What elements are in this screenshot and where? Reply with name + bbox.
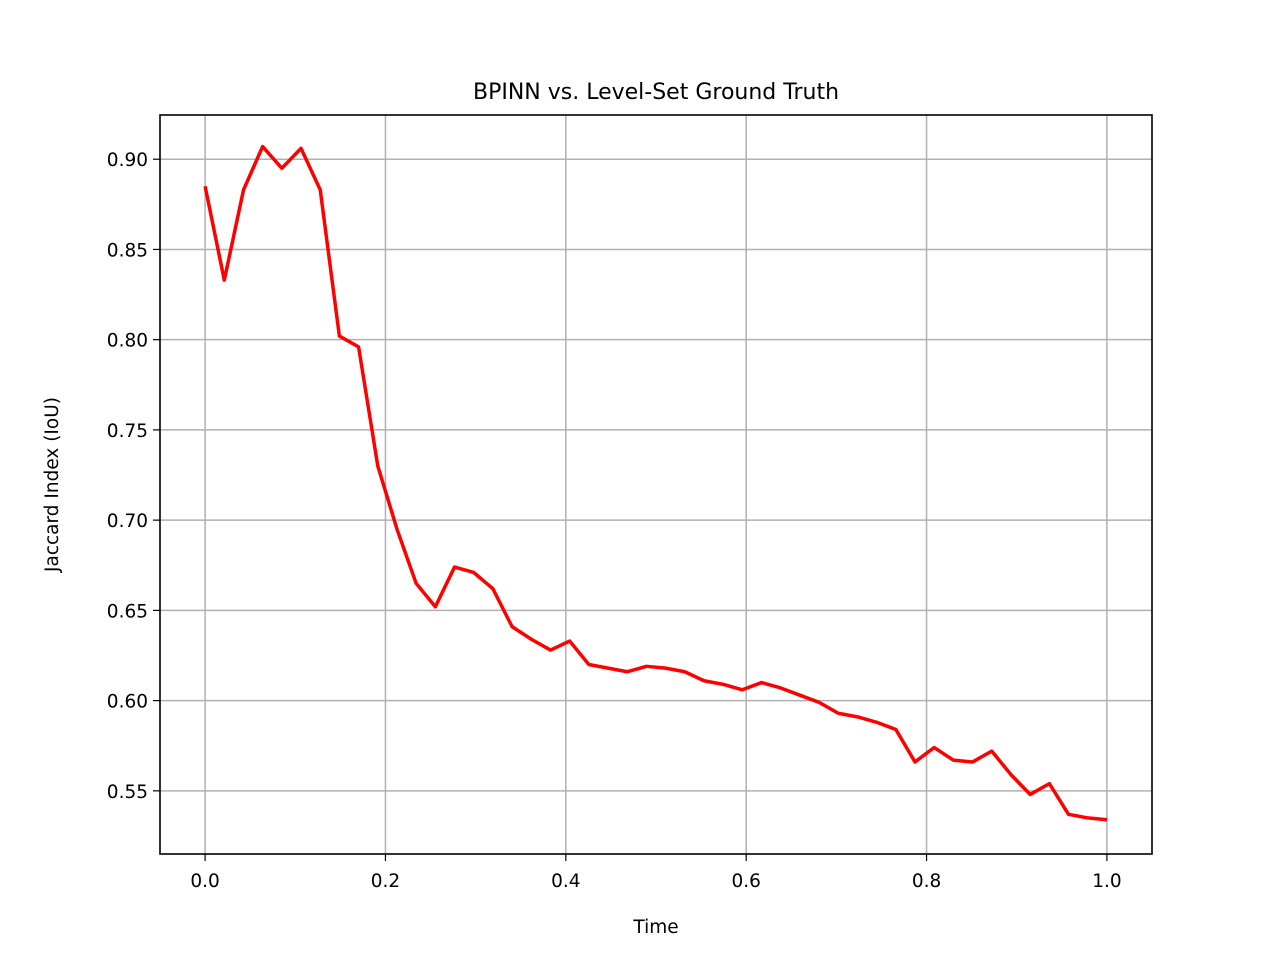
series-line: [203, 144, 1108, 822]
x-tick-label: 0.6: [731, 871, 760, 892]
x-tick-label: 1.0: [1092, 871, 1121, 892]
y-tick-label: 0.90: [107, 150, 148, 171]
x-tick-label: 0.4: [551, 871, 580, 892]
x-axis-label: Time: [632, 917, 678, 938]
y-tick-label: 0.80: [107, 331, 148, 352]
grid: [160, 115, 1152, 854]
y-tick-label: 0.85: [107, 240, 148, 261]
ticks: 0.0 0.2 0.4 0.6 0.8 1.0 0.55 0.60 0.65 0.70 0.75 0.…: [107, 150, 1122, 892]
y-tick-label: 0.70: [107, 511, 148, 532]
x-tick-label: 0.2: [371, 871, 400, 892]
plot-frame: [159, 114, 1153, 855]
y-tick-label: 0.65: [107, 601, 148, 622]
chart-title: BPINN vs. Level-Set Ground Truth: [473, 80, 839, 105]
x-tick-label: 0.8: [912, 871, 941, 892]
x-tick-label: 0.0: [190, 871, 219, 892]
y-axis-label: Jaccard Index (IoU): [42, 397, 63, 573]
series-layer: [203, 144, 1108, 822]
y-tick-label: 0.60: [107, 692, 148, 713]
y-tick-label: 0.55: [107, 782, 148, 803]
y-tick-label: 0.75: [107, 421, 148, 442]
